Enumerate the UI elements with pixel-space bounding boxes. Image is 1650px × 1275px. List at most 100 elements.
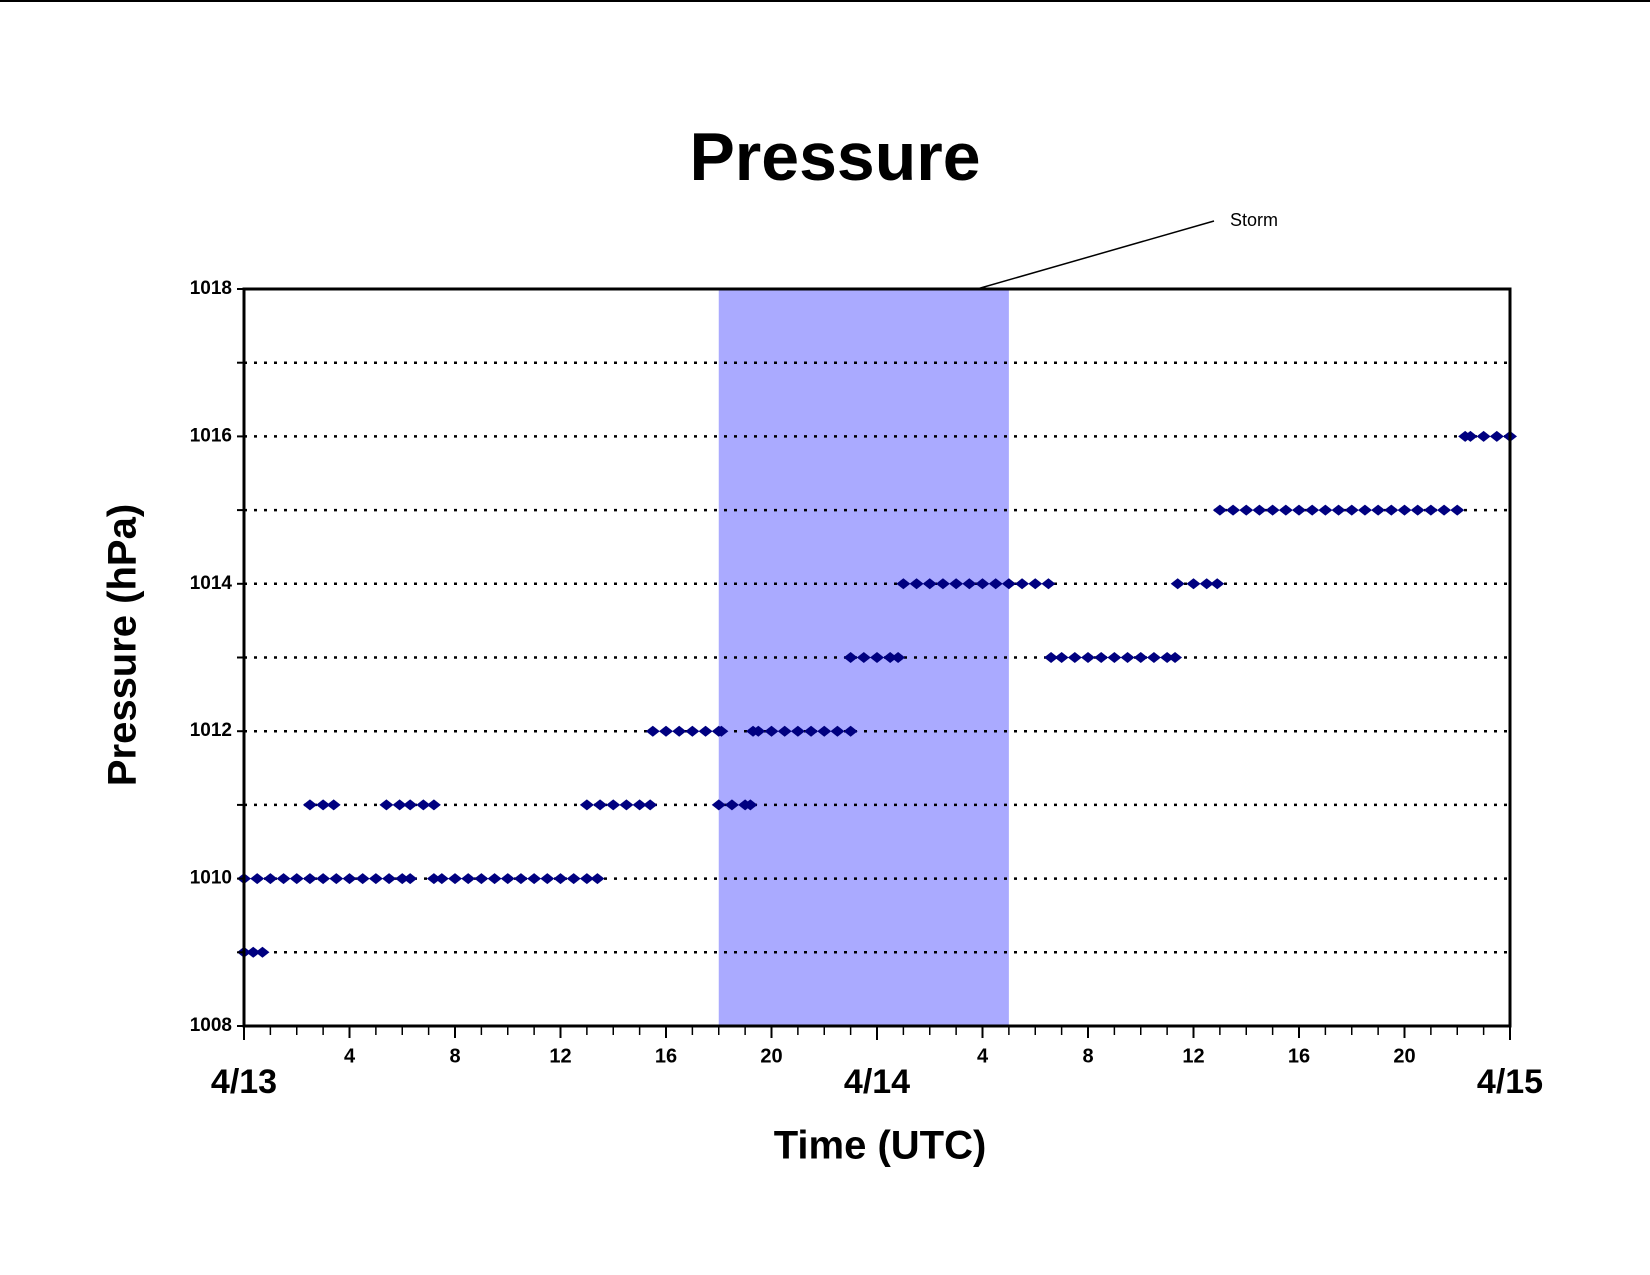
marker: [883, 652, 898, 663]
marker: [276, 873, 291, 885]
marker: [843, 652, 858, 663]
marker: [1357, 504, 1372, 516]
x-tick-label: 8: [1082, 1045, 1093, 1067]
marker: [593, 799, 608, 811]
marker: [1252, 504, 1267, 516]
marker: [817, 725, 832, 737]
marker: [302, 799, 317, 811]
marker: [579, 873, 594, 885]
marker: [1384, 504, 1399, 516]
marker: [1265, 504, 1280, 516]
marker: [1170, 578, 1185, 590]
y-tick-label: 1018: [190, 278, 232, 299]
marker: [672, 725, 687, 737]
marker: [685, 725, 700, 737]
marker: [527, 873, 542, 885]
marker: [645, 725, 660, 737]
marker: [329, 873, 344, 885]
marker: [1054, 652, 1069, 663]
plot-frame: [242, 287, 1512, 1028]
x-tick-label: 4: [344, 1045, 356, 1067]
y-tick-label: 1008: [190, 1015, 232, 1036]
marker: [342, 873, 357, 885]
y-tick-label: 1012: [190, 720, 232, 741]
marker: [1168, 652, 1183, 663]
marker: [1028, 578, 1043, 590]
marker: [1160, 652, 1175, 663]
marker: [1239, 504, 1254, 516]
marker: [896, 578, 911, 590]
marker: [500, 873, 515, 885]
marker: [1015, 578, 1030, 590]
y-tick-label: 1010: [190, 868, 232, 889]
marker: [553, 873, 568, 885]
marker: [590, 873, 605, 885]
marker: [1489, 430, 1504, 442]
marker: [714, 725, 729, 737]
marker: [461, 873, 476, 885]
x-tick-label: 12: [1182, 1045, 1204, 1067]
marker: [382, 873, 397, 885]
marker: [751, 725, 766, 737]
marker: [392, 799, 407, 811]
x-tick-label: 16: [655, 1045, 677, 1067]
marker: [416, 799, 431, 811]
marker: [949, 578, 964, 590]
marker: [289, 873, 304, 885]
date-label: 4/14: [844, 1063, 910, 1101]
marker: [606, 799, 621, 811]
marker: [724, 799, 739, 811]
marker: [474, 873, 489, 885]
x-tick-label: 20: [760, 1045, 782, 1067]
marker: [1120, 652, 1135, 663]
marker: [263, 873, 278, 885]
marker: [1044, 652, 1059, 663]
marker: [1318, 504, 1333, 516]
marker: [870, 652, 884, 663]
markers: [237, 430, 1517, 958]
marker: [909, 578, 924, 590]
marker: [1094, 652, 1109, 663]
x-tick-label: 4: [977, 1045, 989, 1067]
marker: [1278, 504, 1293, 516]
marker: [1423, 504, 1438, 516]
marker: [743, 799, 758, 811]
x-tick-label: 8: [449, 1045, 460, 1067]
marker: [1463, 430, 1478, 442]
marker: [1437, 504, 1452, 516]
date-label: 4/13: [211, 1063, 277, 1101]
marker: [711, 799, 726, 811]
marker: [1410, 504, 1425, 516]
x-tick-label: 12: [549, 1045, 571, 1067]
marker: [1041, 578, 1056, 590]
marker: [255, 946, 270, 958]
marker: [1199, 578, 1214, 590]
marker: [830, 725, 845, 737]
marker: [326, 799, 341, 811]
marker: [355, 873, 370, 885]
marker: [540, 873, 555, 885]
marker: [856, 652, 871, 663]
marker: [619, 799, 634, 811]
marker: [632, 799, 647, 811]
marker: [777, 725, 792, 737]
marker: [962, 578, 977, 590]
marker: [1146, 652, 1161, 663]
marker: [1344, 504, 1359, 516]
marker: [1001, 578, 1016, 590]
marker: [843, 725, 858, 737]
marker: [368, 873, 383, 885]
marker: [1305, 504, 1320, 516]
marker: [302, 873, 317, 885]
marker: [659, 725, 673, 737]
marker: [1067, 652, 1082, 663]
marker: [316, 873, 331, 885]
annotation: Storm: [1230, 210, 1278, 230]
marker: [1107, 652, 1122, 663]
marker: [935, 578, 950, 590]
marker: [395, 873, 410, 885]
marker: [426, 799, 441, 811]
marker: [513, 873, 528, 885]
